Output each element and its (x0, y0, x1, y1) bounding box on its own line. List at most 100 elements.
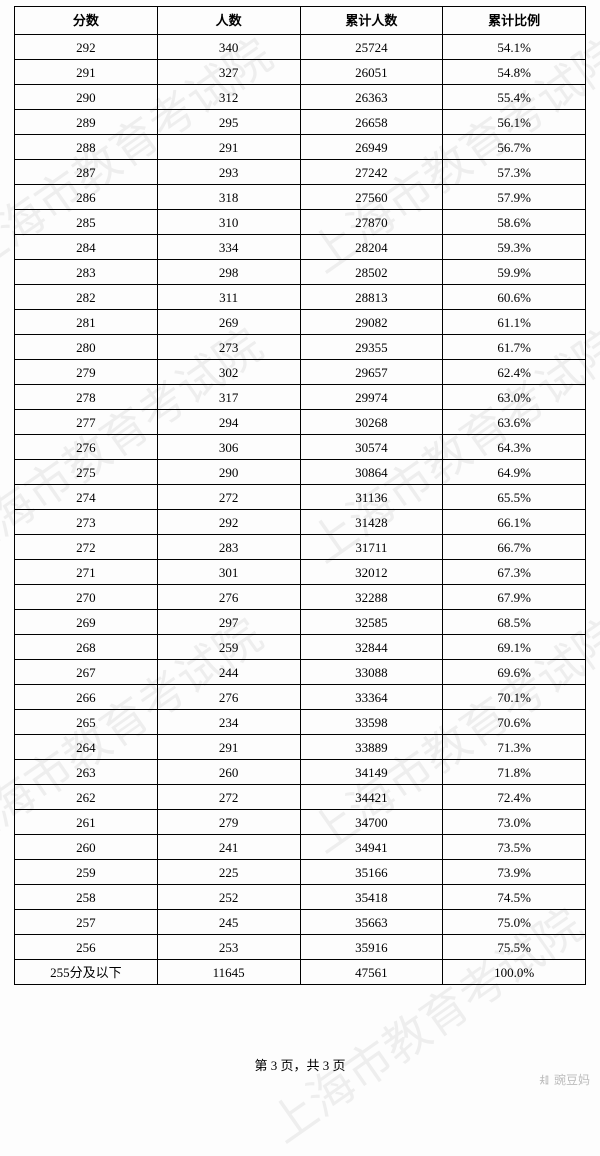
table-row: 2692973258568.5% (15, 610, 586, 635)
table-row: 2732923142866.1% (15, 510, 586, 535)
table-cell: 260 (15, 835, 158, 860)
table-cell: 33364 (300, 685, 443, 710)
table-cell: 262 (15, 785, 158, 810)
table-cell: 54.1% (443, 35, 586, 60)
table-cell: 27560 (300, 185, 443, 210)
table-cell: 272 (15, 535, 158, 560)
table-cell: 67.9% (443, 585, 586, 610)
table-cell: 291 (157, 135, 300, 160)
table-row: 2702763228867.9% (15, 585, 586, 610)
table-cell: 28813 (300, 285, 443, 310)
table-cell: 27870 (300, 210, 443, 235)
table-cell: 33088 (300, 660, 443, 685)
table-row: 2562533591675.5% (15, 935, 586, 960)
table-cell: 271 (15, 560, 158, 585)
table-cell: 57.3% (443, 160, 586, 185)
table-cell: 25724 (300, 35, 443, 60)
table-row: 2913272605154.8% (15, 60, 586, 85)
table-cell: 272 (157, 485, 300, 510)
table-cell: 73.5% (443, 835, 586, 860)
table-cell: 30268 (300, 410, 443, 435)
table-cell: 35418 (300, 885, 443, 910)
table-cell: 31428 (300, 510, 443, 535)
table-cell: 255分及以下 (15, 960, 158, 985)
table-cell: 292 (15, 35, 158, 60)
table-cell: 294 (157, 410, 300, 435)
table-row: 2872932724257.3% (15, 160, 586, 185)
table-cell: 34421 (300, 785, 443, 810)
table-cell: 310 (157, 210, 300, 235)
table-cell: 29355 (300, 335, 443, 360)
table-cell: 75.0% (443, 910, 586, 935)
zhihu-icon (536, 1073, 550, 1087)
table-cell: 58.6% (443, 210, 586, 235)
table-row: 2812692908261.1% (15, 310, 586, 335)
table-cell: 289 (15, 110, 158, 135)
table-cell: 290 (15, 85, 158, 110)
table-cell: 340 (157, 35, 300, 60)
table-cell: 63.6% (443, 410, 586, 435)
table-cell: 291 (15, 60, 158, 85)
table-cell: 244 (157, 660, 300, 685)
table-body: 2923402572454.1%2913272605154.8%29031226… (15, 35, 586, 985)
table-cell: 59.3% (443, 235, 586, 260)
score-table: 分数人数累计人数累计比例 2923402572454.1%29132726051… (14, 6, 586, 985)
table-cell: 33598 (300, 710, 443, 735)
table-cell: 290 (157, 460, 300, 485)
table-cell: 252 (157, 885, 300, 910)
table-cell: 29082 (300, 310, 443, 335)
table-row: 2892952665856.1% (15, 110, 586, 135)
table-cell: 73.0% (443, 810, 586, 835)
table-cell: 269 (157, 310, 300, 335)
table-cell: 269 (15, 610, 158, 635)
table-row: 2763063057464.3% (15, 435, 586, 460)
table-cell: 31711 (300, 535, 443, 560)
table-row: 2742723113665.5% (15, 485, 586, 510)
table-cell: 67.3% (443, 560, 586, 585)
table-cell: 11645 (157, 960, 300, 985)
table-cell: 275 (15, 460, 158, 485)
table-row: 2682593284469.1% (15, 635, 586, 660)
table-cell: 256 (15, 935, 158, 960)
table-row: 2843342820459.3% (15, 235, 586, 260)
table-cell: 280 (15, 335, 158, 360)
page-footer: 第 3 页，共 3 页 (14, 1055, 586, 1094)
col-header-2: 累计人数 (300, 7, 443, 35)
table-cell: 63.0% (443, 385, 586, 410)
table-cell: 276 (157, 585, 300, 610)
table-cell: 70.6% (443, 710, 586, 735)
table-row: 2602413494173.5% (15, 835, 586, 860)
table-cell: 62.4% (443, 360, 586, 385)
table-cell: 277 (15, 410, 158, 435)
table-cell: 32288 (300, 585, 443, 610)
table-cell: 61.7% (443, 335, 586, 360)
table-cell: 66.7% (443, 535, 586, 560)
table-cell: 74.5% (443, 885, 586, 910)
table-row: 2903122636355.4% (15, 85, 586, 110)
table-row: 2652343359870.6% (15, 710, 586, 735)
col-header-3: 累计比例 (443, 7, 586, 35)
table-cell: 263 (15, 760, 158, 785)
table-row: 2752903086464.9% (15, 460, 586, 485)
table-cell: 71.3% (443, 735, 586, 760)
table-cell: 64.3% (443, 435, 586, 460)
table-cell: 245 (157, 910, 300, 935)
table-row: 2612793470073.0% (15, 810, 586, 835)
table-cell: 283 (157, 535, 300, 560)
table-cell: 281 (15, 310, 158, 335)
table-cell: 287 (15, 160, 158, 185)
table-cell: 57.9% (443, 185, 586, 210)
table-row: 2823112881360.6% (15, 285, 586, 310)
table-row: 2882912694956.7% (15, 135, 586, 160)
table-cell: 73.9% (443, 860, 586, 885)
table-cell: 225 (157, 860, 300, 885)
table-row: 2722833171166.7% (15, 535, 586, 560)
table-row: 2832982850259.9% (15, 260, 586, 285)
table-cell: 68.5% (443, 610, 586, 635)
table-cell: 234 (157, 710, 300, 735)
table-cell: 29657 (300, 360, 443, 385)
table-cell: 266 (15, 685, 158, 710)
table-cell: 297 (157, 610, 300, 635)
table-cell: 65.5% (443, 485, 586, 510)
table-cell: 264 (15, 735, 158, 760)
